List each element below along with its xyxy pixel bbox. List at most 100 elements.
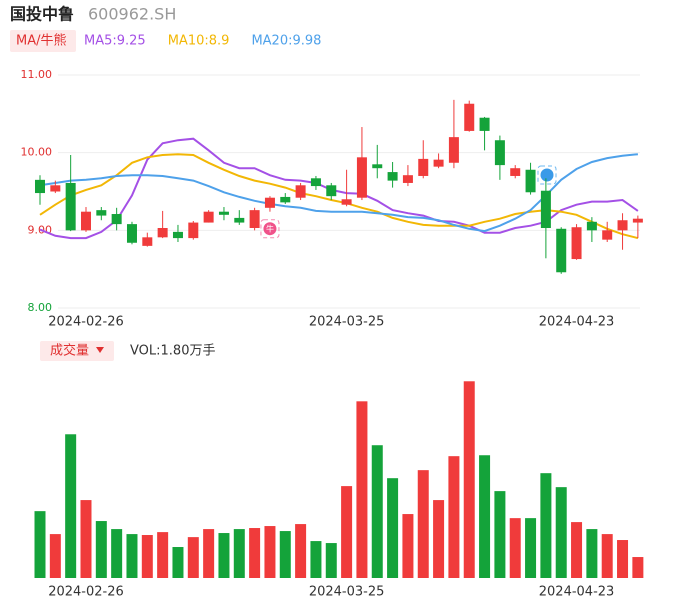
volume-bar [65, 434, 77, 578]
candle-body [310, 178, 321, 187]
ma-line [39, 153, 639, 240]
y-tick-label: 11.00 [21, 68, 53, 81]
volume-title[interactable]: 成交量 [50, 343, 89, 359]
volume-bar [187, 537, 199, 578]
candle-body [372, 164, 383, 169]
volume-bar [494, 491, 506, 578]
candle-body [35, 179, 45, 194]
volume-bar [233, 529, 245, 578]
candle-body [387, 172, 398, 181]
volume-bar [80, 500, 92, 578]
legend-entry: MA5:9.25 [84, 34, 146, 49]
candle-body [218, 211, 229, 215]
volume-bar [586, 529, 598, 578]
volume-bar [95, 521, 107, 578]
volume-bar [279, 531, 291, 578]
volume-bar [111, 529, 123, 578]
volume-bar [571, 522, 583, 578]
candle-body [188, 222, 199, 239]
candle-body [326, 185, 337, 197]
volume-bar [34, 511, 46, 578]
candle-body [525, 169, 536, 193]
legend-entry: MA10:8.9 [168, 34, 230, 49]
candle-body [418, 158, 429, 176]
candle-body [617, 220, 628, 231]
x-tick-label: 2024-03-25 [309, 585, 385, 600]
candle-body [142, 237, 153, 246]
volume-bar [525, 518, 537, 578]
volume-bar [479, 455, 491, 578]
ma-line [39, 137, 639, 240]
y-tick-label: 9.00 [28, 223, 53, 236]
candle-body [402, 175, 413, 183]
candle-body [586, 221, 597, 231]
volume-bar [402, 514, 414, 578]
annotation-frame [260, 219, 280, 239]
volume-bar [387, 478, 399, 578]
volume-bar [540, 473, 552, 578]
candle-body [157, 228, 168, 238]
volume-bar [325, 543, 337, 578]
volume-bar [433, 500, 445, 578]
candle-body [341, 199, 352, 205]
x-tick-label: 2024-03-25 [309, 315, 385, 330]
candle-body [602, 230, 613, 240]
volume-bar [264, 526, 276, 578]
x-tick-label: 2024-04-23 [539, 315, 615, 330]
x-tick-label: 2024-04-23 [539, 585, 615, 600]
stock-code: 600962.SH [88, 5, 176, 24]
stock-name: 国投中鲁 [10, 5, 74, 24]
volume-bar [172, 547, 184, 578]
candle-body [172, 231, 183, 239]
volume-bar [601, 534, 613, 578]
candle-body [65, 182, 76, 231]
volume-bar [203, 529, 215, 578]
volume-bar [356, 401, 368, 578]
volume-bar [341, 486, 353, 578]
candle-body [571, 227, 582, 260]
candle-body [96, 210, 107, 216]
volume-bar [448, 456, 460, 578]
indicator-label[interactable]: MA/牛熊 [16, 33, 67, 49]
candle-body [50, 185, 61, 192]
candle-body [280, 196, 291, 203]
volume-bar [310, 541, 322, 578]
dropdown-icon[interactable] [96, 347, 104, 353]
volume-bar [371, 445, 383, 578]
volume-bar [632, 557, 644, 578]
candle-body [479, 117, 490, 131]
annotation-badge [263, 222, 277, 236]
volume-bar [509, 518, 521, 578]
candle-body [448, 137, 459, 163]
volume-bar [49, 534, 61, 578]
volume-bar [417, 470, 429, 578]
volume-pill[interactable] [40, 341, 114, 361]
volume-bar [126, 534, 138, 578]
candle-body [111, 214, 122, 225]
candle-body [126, 224, 137, 243]
y-tick-label: 10.00 [21, 146, 53, 159]
ma-line [39, 153, 639, 233]
x-tick-label: 2024-02-26 [48, 585, 124, 600]
candle-body [356, 157, 367, 198]
volume-subtitle: VOL:1.80万手 [130, 344, 215, 359]
signal-frame [537, 165, 557, 185]
volume-bar [157, 532, 169, 578]
volume-bar [617, 540, 629, 578]
volume-bar [555, 487, 567, 578]
indicator-pill[interactable] [10, 30, 76, 52]
candle-body [80, 211, 91, 231]
signal-badge [540, 168, 554, 182]
volume-bar [295, 524, 307, 578]
candle-body [540, 190, 551, 229]
annotation-text: 牛 [266, 224, 274, 234]
candle-body [249, 210, 260, 229]
candle-body [510, 168, 521, 176]
volume-bar [141, 535, 153, 578]
candle-body [464, 103, 475, 131]
volume-bar [249, 528, 261, 578]
y-tick-label: 8.00 [28, 301, 53, 314]
candle-body [433, 159, 444, 167]
candle-body [556, 228, 567, 273]
